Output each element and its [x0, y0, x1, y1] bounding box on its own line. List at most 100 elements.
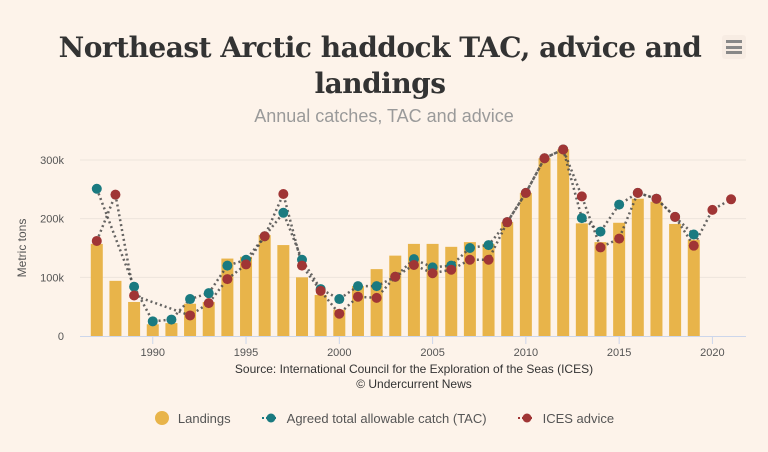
advice-point	[390, 271, 401, 282]
legend-item-landings[interactable]: Landings	[154, 410, 231, 426]
tac-point	[464, 243, 475, 253]
advice-point	[726, 194, 737, 205]
landings-bar	[687, 239, 700, 336]
tac-point	[688, 229, 699, 240]
copyright-line: © Undercurrent News	[356, 377, 472, 391]
chart-plot: Metric tons 0 100k 200k 300k 1990 1995 2000 200…	[15, 144, 746, 359]
landings-bar	[594, 242, 607, 336]
landings-bar	[296, 277, 308, 336]
tac-point	[371, 281, 382, 292]
legend-label: Landings	[177, 410, 231, 426]
tac-point	[483, 240, 494, 251]
legend-label: ICES advice	[542, 410, 615, 426]
landings-bar	[165, 323, 178, 336]
advice-point	[688, 240, 699, 251]
tac-point	[222, 260, 233, 271]
landings-bar	[426, 243, 439, 336]
advice-point	[371, 292, 382, 303]
tac-point	[129, 281, 140, 292]
tac-point	[614, 199, 625, 210]
landings-bar	[501, 222, 514, 336]
menu-bar	[726, 45, 742, 49]
landings-bar	[128, 301, 141, 336]
x-tick-label: 2000	[327, 347, 351, 359]
tac-point	[278, 207, 289, 218]
advice-point	[315, 285, 326, 296]
y-tick-label: 300k	[40, 155, 64, 167]
landings-bar	[669, 223, 682, 336]
legend-label: Agreed total allowable catch (TAC)	[286, 410, 487, 426]
advice-point	[427, 268, 438, 279]
x-tick-label: 1995	[234, 347, 258, 359]
tac-point	[203, 288, 214, 299]
advice-point	[464, 254, 475, 265]
y-axis-label: Metric tons	[15, 219, 29, 278]
landings-bar	[314, 294, 327, 336]
legend-item-advice[interactable]: ICES advice	[517, 410, 615, 426]
advice-point	[241, 259, 252, 270]
legend: Landings Agreed total allowable catch (T…	[0, 410, 768, 426]
menu-bar	[726, 40, 742, 43]
source-line: Source: International Council for the Ex…	[234, 362, 594, 376]
advice-point	[520, 187, 531, 198]
landings-bar	[277, 245, 290, 336]
tac-point	[334, 294, 345, 305]
tac-point	[595, 226, 606, 237]
x-tick-label: 2020	[700, 347, 724, 359]
x-tick-label: 2005	[420, 347, 444, 359]
landings-bar	[202, 301, 215, 336]
advice-point	[278, 189, 289, 200]
advice-point	[595, 242, 606, 253]
advice-point	[297, 260, 307, 271]
source-credit: Source: International Council for the Ex…	[0, 362, 768, 392]
advice-point	[539, 153, 550, 164]
advice-point	[651, 193, 662, 204]
advice-point	[576, 191, 587, 202]
landings-bar	[389, 255, 402, 336]
tac-point	[91, 183, 102, 194]
advice-point	[502, 217, 513, 228]
advice-point	[352, 291, 363, 302]
advice-point	[408, 260, 419, 271]
advice-point	[203, 298, 214, 309]
hamburger-menu-icon[interactable]	[722, 35, 746, 59]
advice-point	[91, 235, 102, 246]
menu-bar	[726, 51, 742, 54]
tac-point	[576, 213, 587, 224]
x-tick-label: 2010	[514, 347, 538, 359]
advice-line	[95, 147, 732, 317]
landings-bar	[90, 243, 103, 336]
advice-point	[446, 264, 457, 275]
legend-item-tac[interactable]: Agreed total allowable catch (TAC)	[261, 410, 487, 426]
landings-bar	[109, 280, 122, 336]
advice-point	[670, 211, 681, 222]
advice-point	[334, 308, 345, 319]
advice-point	[707, 204, 718, 215]
landings-bar	[240, 256, 253, 336]
tac-point	[166, 314, 177, 325]
advice-point	[259, 231, 270, 242]
advice-point	[185, 310, 196, 321]
advice-point	[222, 274, 233, 285]
tac-point	[147, 316, 158, 327]
tac-swatch-icon	[261, 413, 278, 423]
chart-subtitle: Annual catches, TAC and advice	[254, 106, 514, 126]
landings-bar	[631, 198, 644, 336]
y-tick-label: 200k	[40, 214, 64, 226]
x-tick-label: 2015	[607, 347, 631, 359]
landings-bar	[482, 243, 495, 336]
landings-bar	[557, 149, 570, 336]
advice-point	[614, 233, 625, 244]
landings-bar	[519, 192, 532, 336]
landings-bar	[575, 223, 588, 336]
advice-swatch-icon	[517, 413, 534, 423]
landings-bar	[538, 158, 551, 336]
landings-bar	[463, 242, 476, 336]
y-tick-label: 100k	[40, 272, 64, 284]
chart-title: Northeast Arctic haddock TAC, advice and…	[58, 31, 702, 100]
landings-bar	[613, 222, 626, 336]
landings-bar	[146, 324, 159, 336]
tac-point	[185, 294, 196, 305]
advice-point	[558, 144, 569, 155]
landings-bar	[258, 235, 271, 336]
